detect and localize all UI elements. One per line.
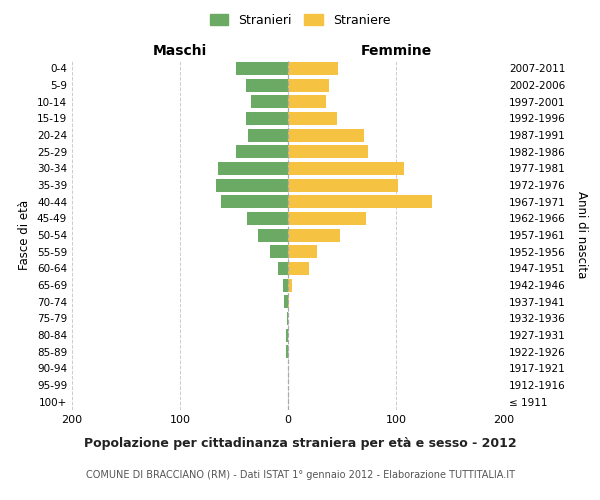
Bar: [286, 328, 288, 342]
Bar: [288, 295, 289, 308]
Bar: [287, 312, 288, 325]
Bar: [288, 278, 292, 291]
Bar: [236, 145, 288, 158]
Bar: [278, 262, 288, 275]
Bar: [286, 345, 288, 358]
Bar: [236, 62, 288, 75]
Bar: [247, 212, 288, 225]
Bar: [288, 262, 308, 275]
Bar: [288, 195, 431, 208]
Text: COMUNE DI BRACCIANO (RM) - Dati ISTAT 1° gennaio 2012 - Elaborazione TUTTITALIA.: COMUNE DI BRACCIANO (RM) - Dati ISTAT 1°…: [86, 470, 515, 480]
Legend: Stranieri, Straniere: Stranieri, Straniere: [205, 8, 395, 32]
Bar: [283, 278, 288, 291]
Bar: [288, 178, 398, 192]
Bar: [258, 228, 288, 241]
Bar: [218, 162, 288, 175]
Bar: [215, 178, 288, 192]
Bar: [288, 62, 338, 75]
Bar: [284, 295, 288, 308]
Bar: [288, 228, 340, 241]
Bar: [288, 162, 404, 175]
Bar: [251, 95, 288, 108]
Bar: [288, 95, 326, 108]
Bar: [246, 112, 288, 125]
Y-axis label: Anni di nascita: Anni di nascita: [575, 192, 588, 278]
Bar: [288, 245, 317, 258]
Bar: [246, 78, 288, 92]
Bar: [288, 145, 368, 158]
Y-axis label: Fasce di età: Fasce di età: [19, 200, 31, 270]
Bar: [288, 112, 337, 125]
Bar: [269, 245, 288, 258]
Bar: [288, 78, 329, 92]
Bar: [221, 195, 288, 208]
Text: Femmine: Femmine: [361, 44, 431, 58]
Bar: [248, 128, 288, 141]
Bar: [288, 128, 364, 141]
Text: Maschi: Maschi: [153, 44, 207, 58]
Bar: [288, 212, 366, 225]
Text: Popolazione per cittadinanza straniera per età e sesso - 2012: Popolazione per cittadinanza straniera p…: [83, 437, 517, 450]
